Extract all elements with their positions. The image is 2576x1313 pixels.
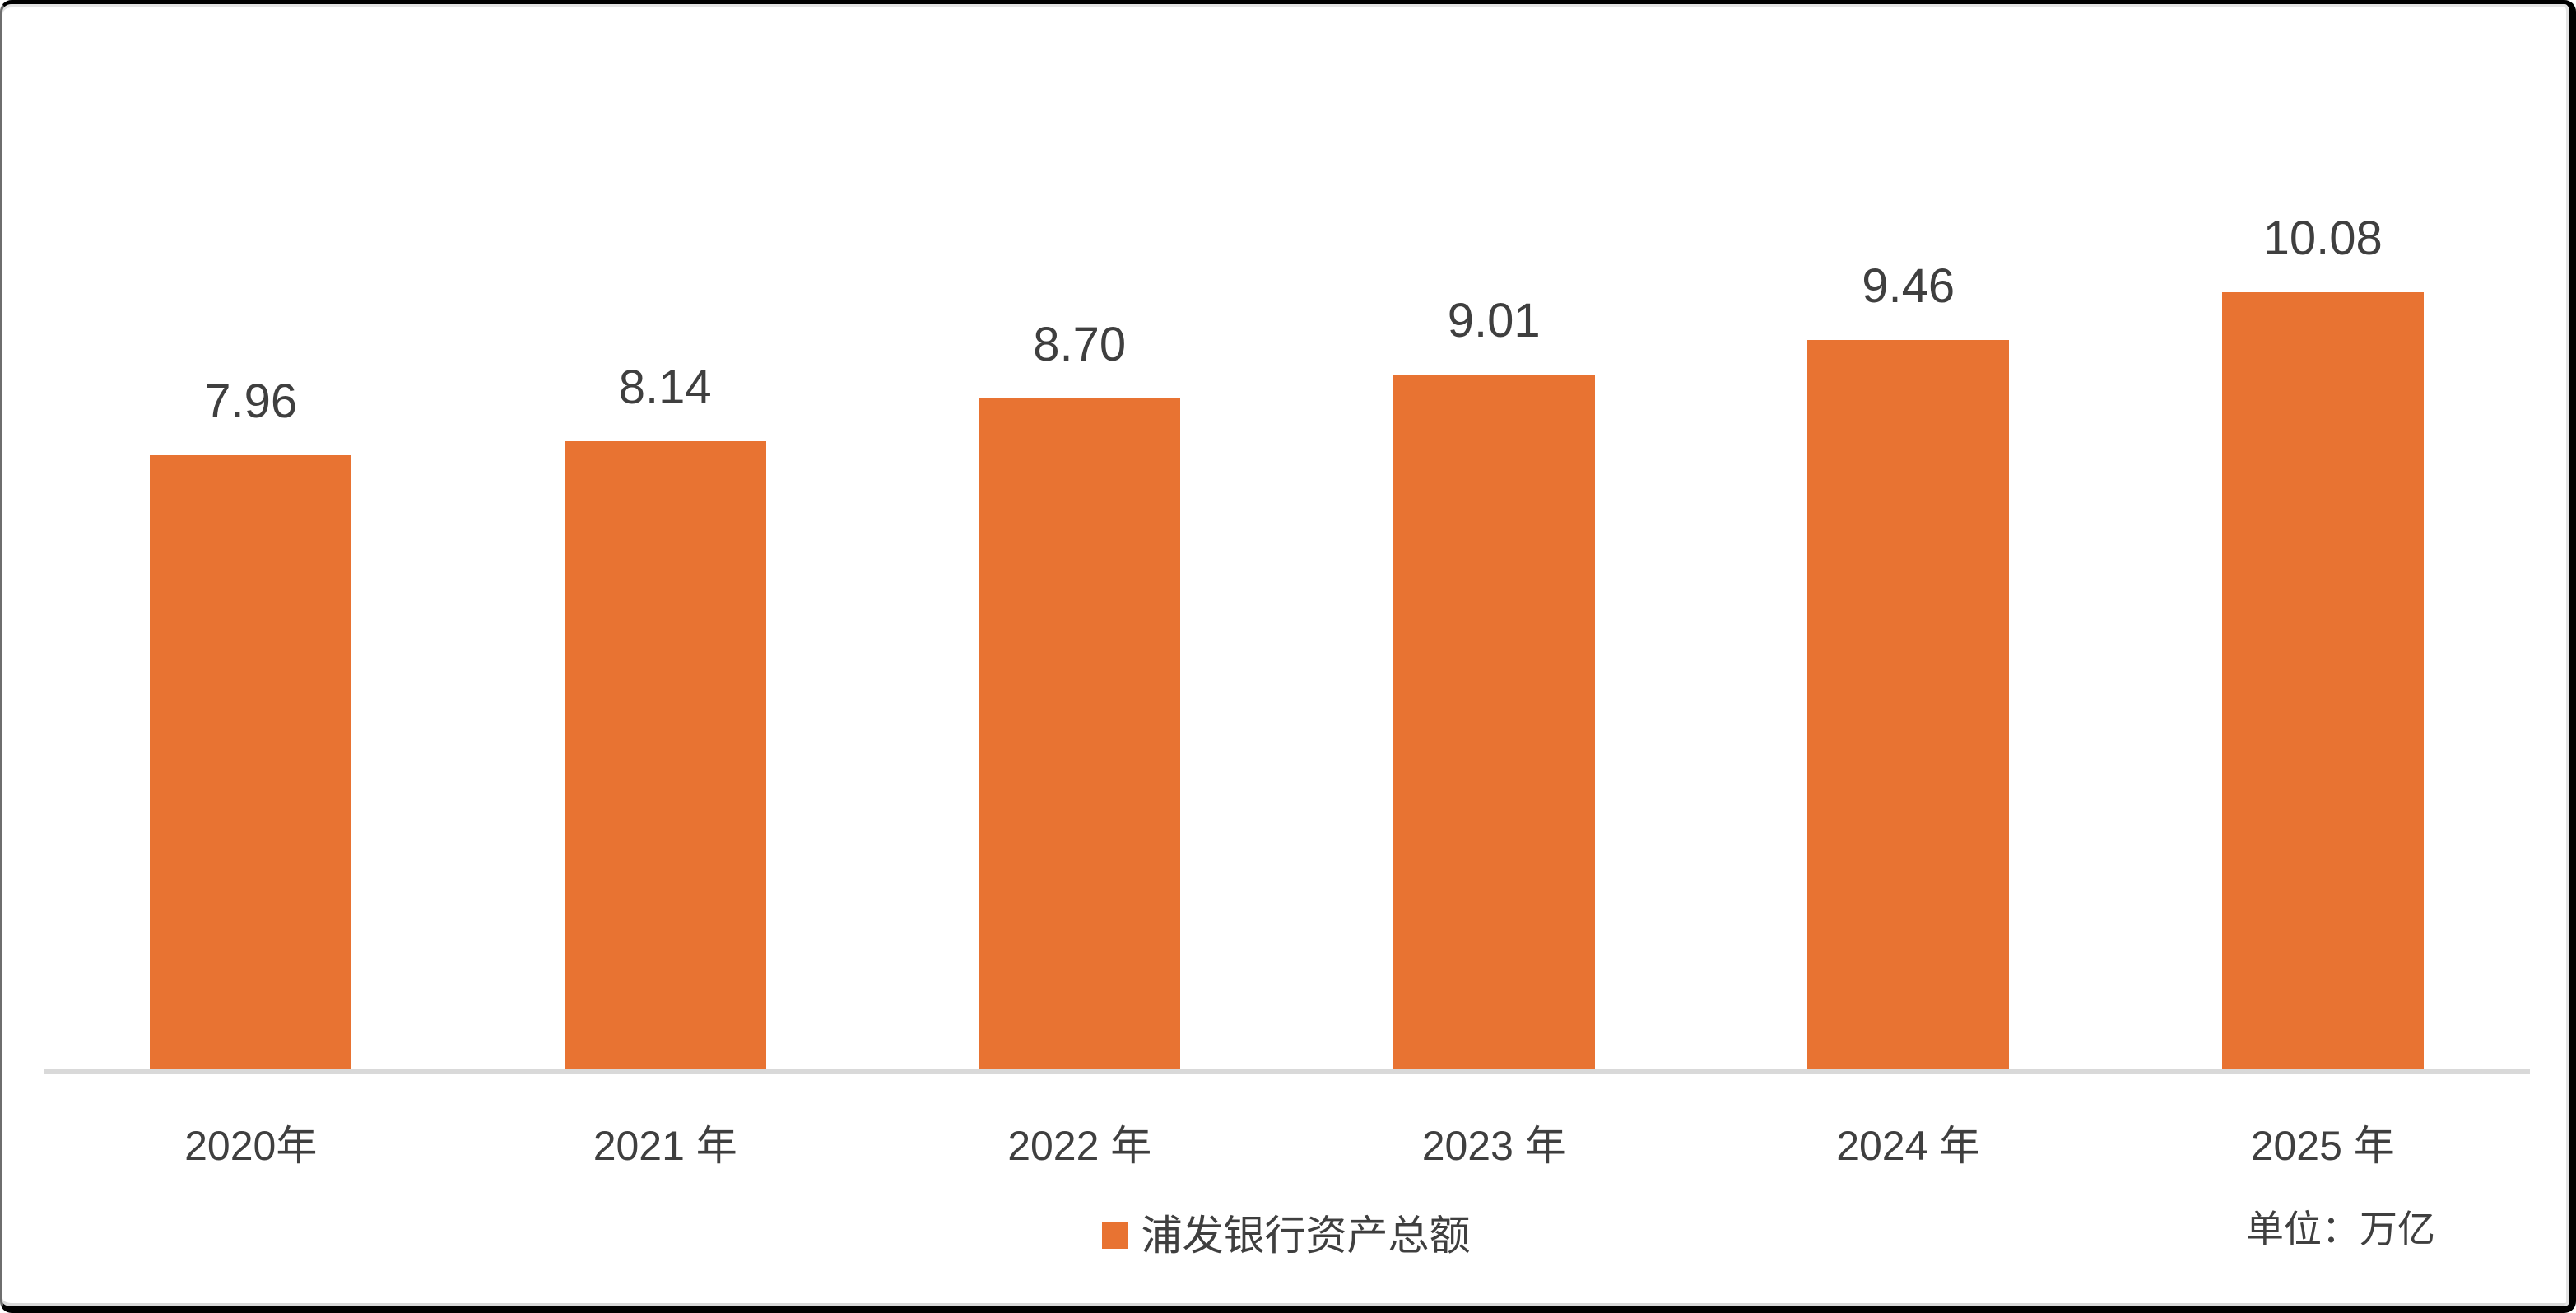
bar-2020年 (150, 455, 352, 1069)
x-axis-label: 2024 年 (1836, 1123, 1981, 1169)
x-axis-label: 2025 年 (2250, 1123, 2395, 1169)
bar-value-label: 7.96 (204, 375, 298, 428)
legend-color-swatch (1101, 1222, 1128, 1249)
legend-series-label: 浦发银行资产总额 (1141, 1213, 1471, 1259)
x-axis-line (44, 1069, 2530, 1074)
x-axis-label: 2022 年 (1007, 1123, 1152, 1169)
unit-note-label: 单位：万亿 (2246, 1208, 2435, 1250)
bar-2021年 (564, 441, 766, 1069)
bar-value-label: 8.14 (618, 361, 712, 414)
bar-2022年 (979, 398, 1181, 1069)
chart-legend: 浦发银行资产总额 (2, 1211, 2569, 1260)
x-axis-label: 2023 年 (1421, 1123, 1566, 1169)
x-axis-label: 2020年 (184, 1123, 318, 1169)
bar-chart-plot-area: 7.96 2020年 8.14 2021 年 8.70 2022 年 9.01 2023 年 9… (2, 4, 2569, 1306)
bar-value-label: 9.01 (1447, 294, 1541, 347)
bar-value-label: 8.70 (1033, 318, 1127, 371)
bar-value-label: 10.08 (2262, 212, 2383, 265)
bar-2023年 (1393, 375, 1595, 1069)
bar-value-label: 9.46 (1862, 259, 1955, 313)
bar-2024年 (1807, 340, 2010, 1069)
x-axis-label: 2021 年 (593, 1123, 737, 1169)
bar-2025年 (2221, 292, 2424, 1069)
